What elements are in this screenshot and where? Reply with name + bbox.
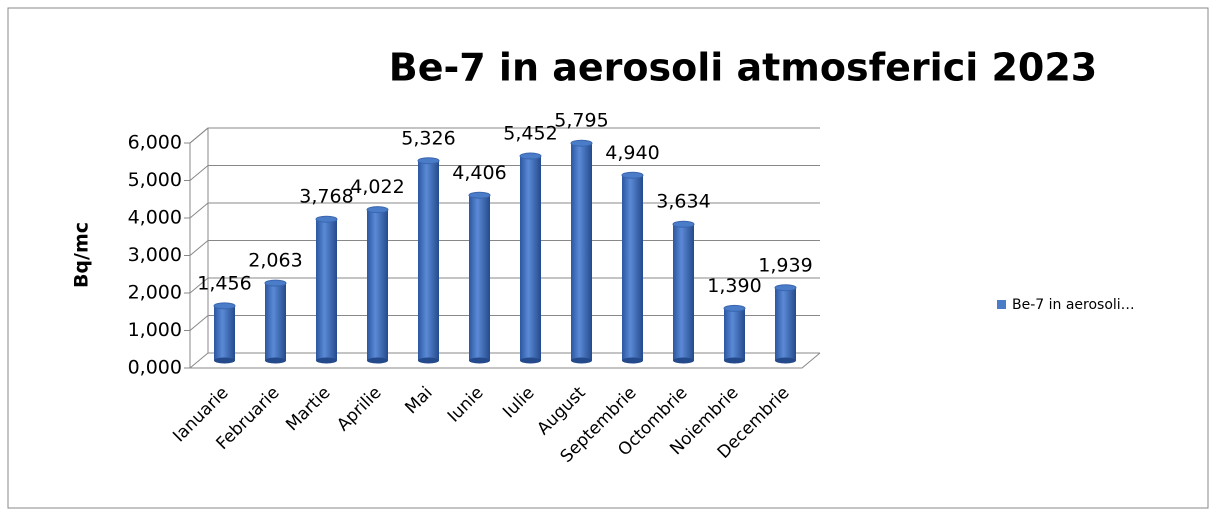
bar-base <box>469 357 490 364</box>
data-label: 4,022 <box>350 176 404 198</box>
data-label: 1,456 <box>197 272 251 294</box>
bar-base <box>418 357 439 364</box>
bar-cap <box>723 304 746 312</box>
bar <box>571 143 592 361</box>
y-tick-label: 3,000 <box>128 244 182 266</box>
bar-base <box>520 357 541 364</box>
bar-cap <box>468 191 491 199</box>
bar-base <box>214 357 235 364</box>
grid-line <box>189 352 820 369</box>
legend-swatch <box>997 300 1006 309</box>
bar-cap <box>315 215 338 223</box>
y-tick-label: 2,000 <box>128 282 182 304</box>
bar-cap <box>213 302 236 310</box>
bar-cap <box>621 171 644 179</box>
bar <box>265 283 286 361</box>
data-label: 3,634 <box>656 191 710 213</box>
floor <box>190 352 821 369</box>
data-label: 5,326 <box>401 127 455 149</box>
bar-cap <box>570 139 593 147</box>
grid-line <box>189 315 820 331</box>
bar-base <box>622 357 643 364</box>
data-label: 1,939 <box>758 254 812 276</box>
data-label: 4,940 <box>605 142 659 164</box>
data-label: 3,768 <box>299 186 353 208</box>
bar-base <box>724 357 745 364</box>
bar-cap <box>672 220 695 228</box>
bar <box>469 195 490 361</box>
bar-base <box>265 357 286 364</box>
bar-base <box>316 357 337 364</box>
bar <box>214 305 235 361</box>
bar <box>673 224 694 361</box>
y-tick-label: 5,000 <box>128 169 182 191</box>
bar-cap <box>774 284 797 292</box>
bar <box>775 287 796 361</box>
y-tick-label: 0,000 <box>128 357 182 379</box>
bar-cap <box>264 279 287 287</box>
data-label: 2,063 <box>248 250 302 272</box>
bar-base <box>367 357 388 364</box>
data-label: 4,406 <box>452 162 506 184</box>
bar <box>724 308 745 361</box>
bar <box>367 209 388 361</box>
grid-line <box>189 202 820 219</box>
grid-line <box>189 165 820 181</box>
y-tick-label: 4,000 <box>128 207 182 229</box>
bar <box>316 219 337 361</box>
bar-base <box>775 357 796 364</box>
grid-line <box>189 127 820 144</box>
bar <box>418 160 439 361</box>
grid-line <box>189 277 820 294</box>
chart-title: Be-7 in aerosoli atmosferici 2023 <box>389 46 1098 90</box>
data-label: 5,795 <box>554 110 608 132</box>
bar-base <box>571 357 592 364</box>
grid-line <box>189 240 820 256</box>
bar <box>520 156 541 361</box>
y-axis-label: Bq/mc <box>71 222 93 288</box>
bar <box>622 175 643 361</box>
y-tick-label: 1,000 <box>128 319 182 341</box>
bar-base <box>673 357 694 364</box>
data-label: 1,390 <box>707 275 761 297</box>
bar-cap <box>519 152 542 160</box>
y-tick-label: 6,000 <box>128 132 182 154</box>
bar-cap <box>366 206 389 214</box>
bar-cap <box>417 157 440 165</box>
legend-label: Be-7 in aerosoli… <box>1012 297 1135 313</box>
data-label: 5,452 <box>503 123 557 145</box>
